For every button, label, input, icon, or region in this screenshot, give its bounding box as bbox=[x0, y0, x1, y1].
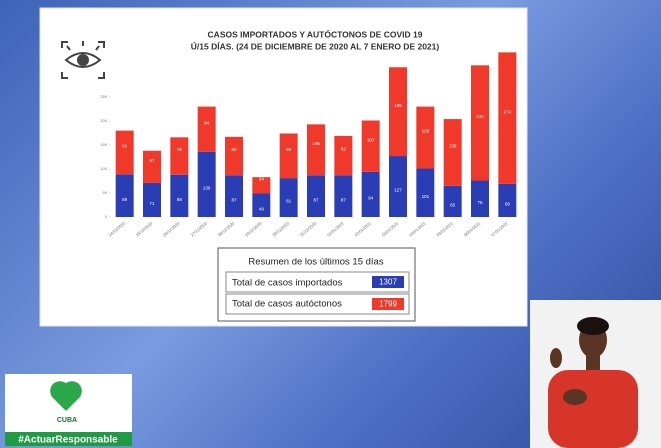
data-label: 71 bbox=[149, 201, 155, 206]
data-label: 240 bbox=[476, 114, 484, 119]
bar-segment bbox=[443, 185, 462, 217]
bar-segment bbox=[416, 106, 435, 169]
summary-label: Total de casos importados bbox=[232, 278, 343, 289]
bar-segment bbox=[498, 183, 517, 217]
bar-segment bbox=[143, 150, 161, 183]
bar-segment bbox=[170, 174, 189, 217]
data-label: 87 bbox=[231, 197, 237, 202]
bar-segment bbox=[197, 106, 216, 152]
bar-segment bbox=[307, 124, 325, 176]
bar-segment bbox=[279, 178, 298, 217]
summary-value-box bbox=[372, 276, 404, 288]
y-tick-label: 200 bbox=[100, 118, 107, 123]
bar-segment bbox=[443, 119, 462, 186]
data-label: 69 bbox=[505, 202, 511, 207]
bar-segment bbox=[361, 120, 380, 172]
summary-title: Resumen de los últimos 15 días bbox=[248, 257, 383, 268]
bar-segment bbox=[279, 133, 298, 179]
data-label: 82 bbox=[341, 147, 347, 152]
summary-label: Total de casos autóctonos bbox=[232, 299, 342, 310]
data-label: 81 bbox=[286, 199, 292, 204]
y-tick-label: 50 bbox=[103, 190, 108, 195]
bar-segment bbox=[416, 168, 435, 217]
data-label: 67 bbox=[149, 158, 155, 163]
data-label: 87 bbox=[313, 197, 319, 202]
summary-value: 1799 bbox=[379, 300, 397, 309]
y-tick-label: 100 bbox=[100, 166, 107, 171]
bar-segment bbox=[225, 136, 243, 176]
data-label: 127 bbox=[394, 188, 402, 193]
y-tick-label: 0 bbox=[105, 214, 108, 219]
eye-icon bbox=[61, 41, 105, 79]
data-label: 87 bbox=[341, 197, 347, 202]
hashtag-bar bbox=[5, 432, 132, 446]
bar-segment bbox=[471, 180, 489, 217]
summary-row bbox=[225, 271, 410, 293]
data-label: 139 bbox=[449, 144, 457, 149]
data-label: 76 bbox=[477, 200, 483, 205]
bar-segment bbox=[334, 135, 353, 176]
bar-segment bbox=[170, 137, 189, 175]
data-label: 107 bbox=[367, 137, 375, 142]
bar-segment bbox=[197, 151, 216, 217]
data-label: 136 bbox=[203, 186, 211, 191]
y-tick-label: 150 bbox=[100, 142, 107, 147]
logo-heart bbox=[50, 381, 82, 411]
chart-subtitle: Ú/15 DÍAS. (24 DE DICIEMBRE DE 2020 AL 7… bbox=[191, 40, 440, 51]
bar-segment bbox=[115, 174, 134, 217]
data-label: 78 bbox=[177, 147, 183, 152]
summary-value: 1307 bbox=[379, 278, 397, 287]
data-label: 129 bbox=[422, 129, 430, 134]
data-label: 49 bbox=[259, 206, 265, 211]
bar-segment bbox=[252, 177, 271, 194]
bar-segment bbox=[307, 175, 325, 217]
data-label: 94 bbox=[204, 120, 210, 125]
bar-segment bbox=[471, 65, 489, 181]
summary-value-box bbox=[372, 298, 404, 310]
summary-row bbox=[225, 293, 410, 315]
bar-segment bbox=[252, 193, 271, 217]
data-label: 80 bbox=[231, 147, 237, 152]
data-label: 101 bbox=[422, 194, 430, 199]
logo-text: CUBA bbox=[57, 417, 77, 424]
data-label: 94 bbox=[368, 196, 374, 201]
bar-segment bbox=[389, 156, 407, 217]
bar-segment bbox=[334, 175, 353, 217]
bar-segment bbox=[143, 182, 161, 217]
data-label: 91 bbox=[122, 144, 128, 149]
data-label: 185 bbox=[394, 103, 402, 108]
data-label: 274 bbox=[504, 109, 512, 114]
data-label: 34 bbox=[259, 177, 265, 182]
bar-segment bbox=[225, 175, 243, 217]
y-tick-label: 250 bbox=[100, 94, 107, 99]
hashtag: #ActuarResponsable bbox=[18, 435, 118, 446]
data-label: 88 bbox=[177, 197, 183, 202]
interpreter-inset bbox=[530, 300, 661, 448]
bar-segment bbox=[389, 67, 407, 157]
data-label: 65 bbox=[450, 203, 456, 208]
bar-segment bbox=[498, 52, 517, 184]
data-label: 93 bbox=[286, 147, 292, 152]
data-label: 106 bbox=[312, 141, 320, 146]
chart-title: CASOS IMPORTADOS Y AUTÓCTONOS DE COVID 1… bbox=[208, 28, 423, 39]
data-label: 89 bbox=[122, 197, 128, 202]
bar-segment bbox=[361, 171, 380, 217]
bar-segment bbox=[115, 130, 134, 175]
